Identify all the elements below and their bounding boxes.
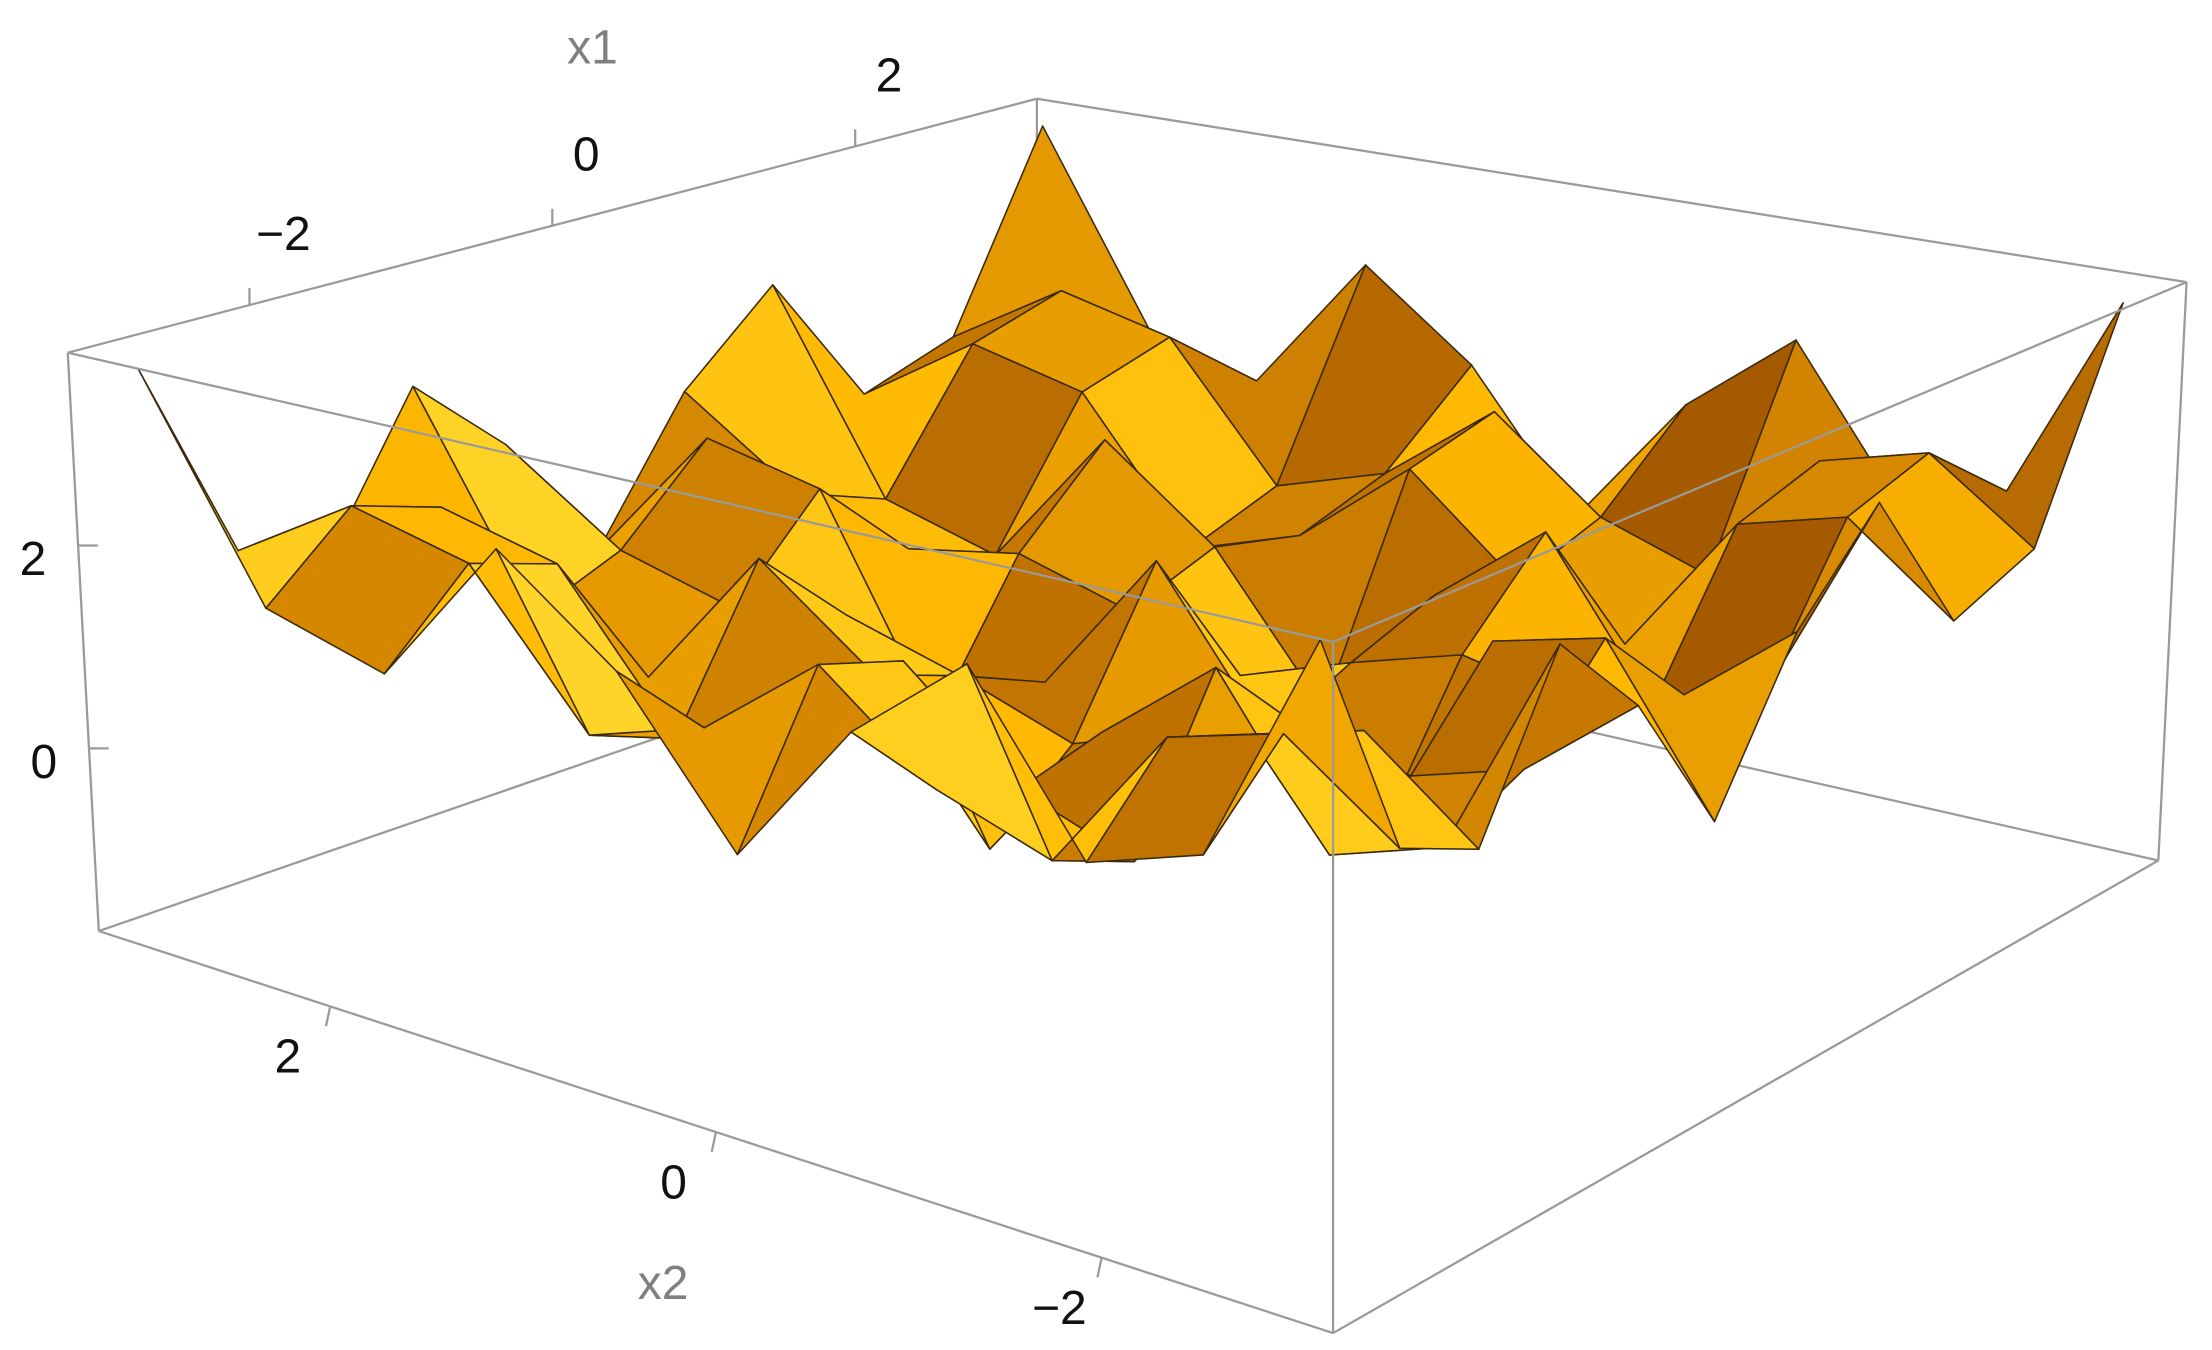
y-tick-label: −2 — [1032, 1282, 1087, 1335]
y-tick-label: 2 — [275, 1031, 302, 1084]
box-edge — [1036, 97, 2187, 284]
surface-patch — [1202, 638, 1401, 856]
surface — [137, 125, 2124, 864]
box-edge — [2157, 282, 2188, 861]
x-axis-title: x1 — [567, 21, 618, 74]
y-axis-title: x2 — [638, 1257, 689, 1310]
box-edge — [67, 351, 1334, 643]
box-edge — [66, 352, 100, 932]
x-tick-label: −2 — [256, 208, 311, 261]
box-edge — [1332, 859, 2159, 1335]
y-tick — [1096, 1257, 1103, 1278]
z-tick-label: 0 — [31, 736, 58, 789]
x-tick-label: 0 — [573, 129, 600, 182]
y-tick-label: 0 — [660, 1156, 687, 1209]
z-tick-label: 2 — [20, 533, 47, 586]
box-edge — [1332, 281, 2188, 643]
axis-labels: x1 x2 −2 0 2 2 0 −2 0 2 — [20, 21, 1103, 1335]
x-tick-label: 2 — [876, 49, 903, 102]
y-tick — [710, 1131, 718, 1153]
y-tick — [324, 1006, 332, 1027]
